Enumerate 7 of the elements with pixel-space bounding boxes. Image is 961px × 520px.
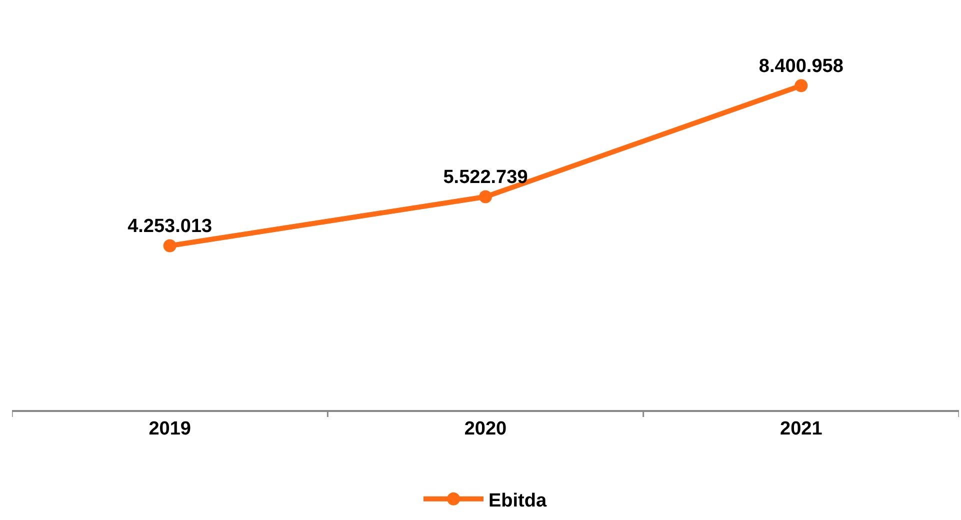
x-tick-label: 2019	[148, 418, 191, 440]
x-tick-label: 2021	[780, 418, 823, 440]
legend-label: Ebitda	[488, 490, 547, 512]
data-label: 8.400.958	[758, 56, 844, 77]
data-label: 4.253.013	[128, 216, 212, 237]
data-label: 5.522.739	[443, 166, 528, 188]
x-tick-label: 2020	[464, 418, 507, 440]
